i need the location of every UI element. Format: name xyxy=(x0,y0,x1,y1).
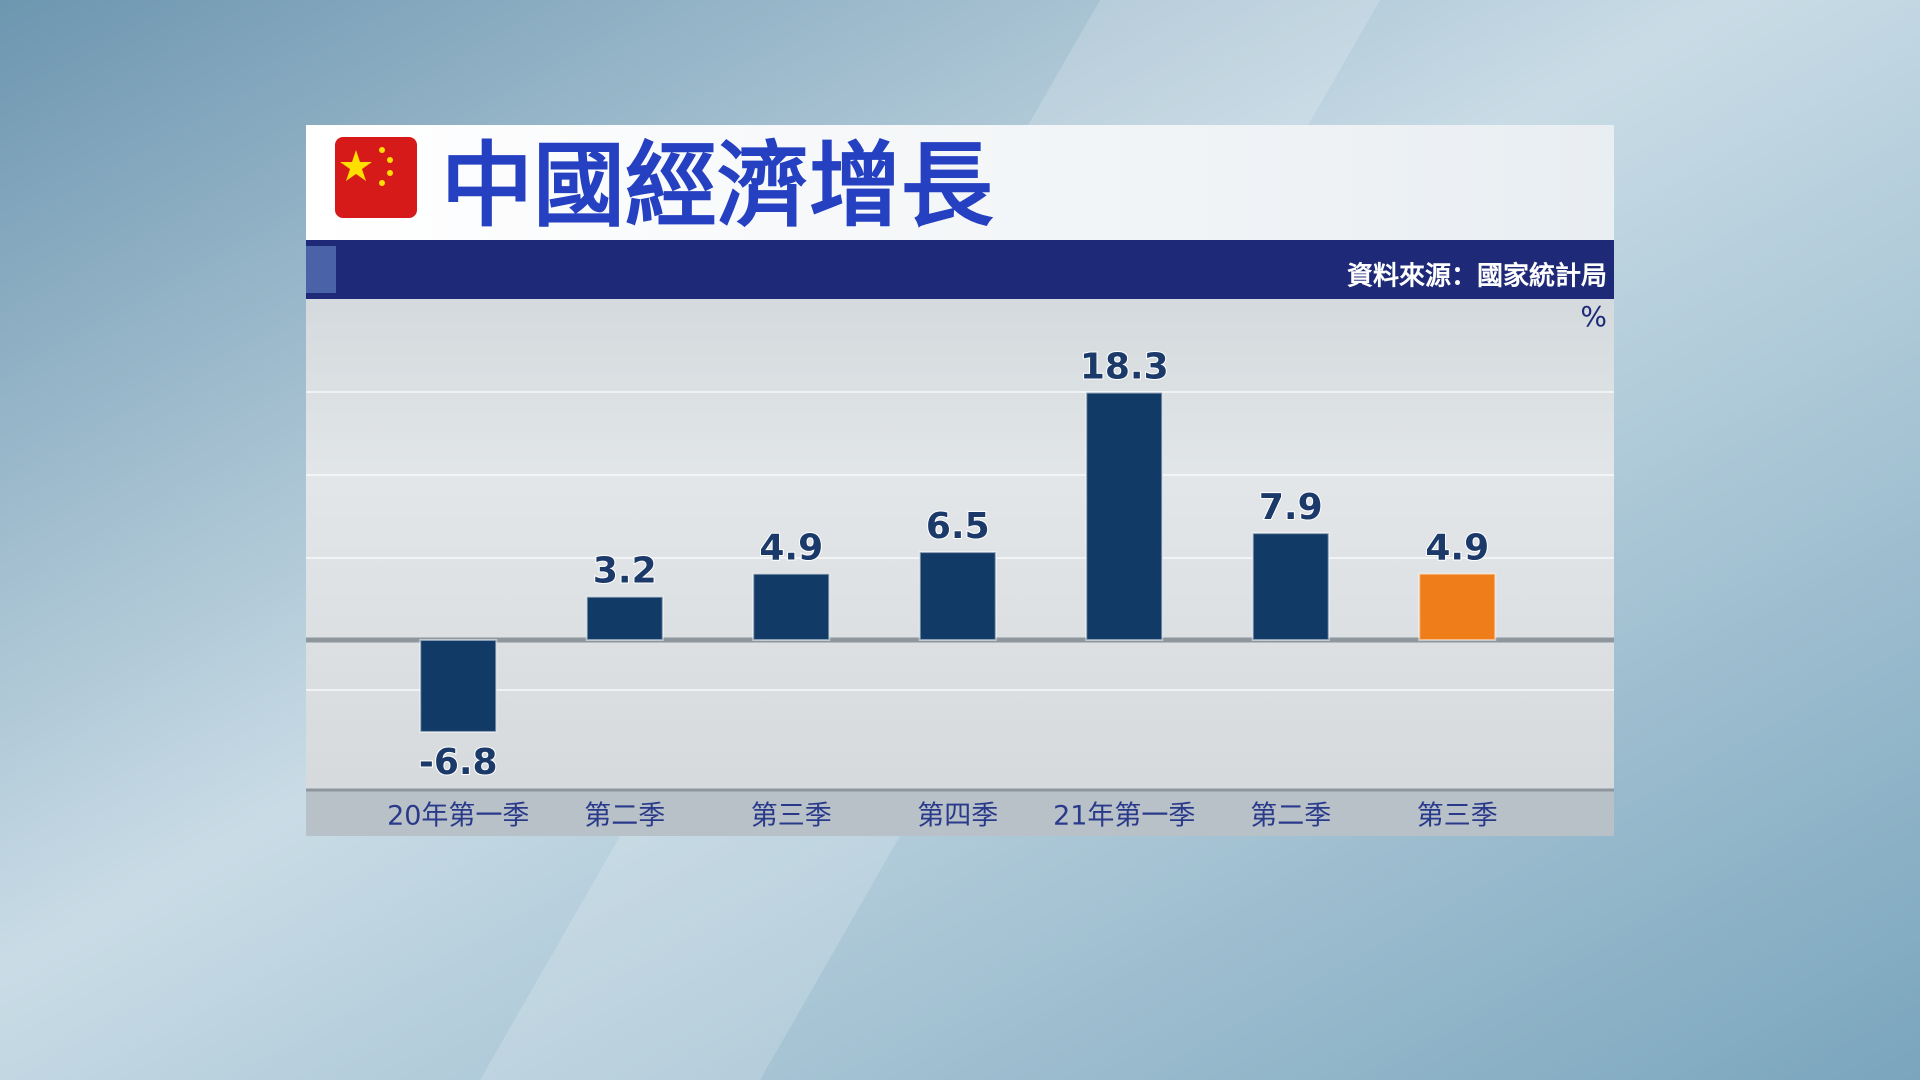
unit-label: % xyxy=(1580,300,1607,333)
x-tick-label: 第二季 xyxy=(1250,801,1331,832)
title-band xyxy=(306,125,1614,240)
x-tick-label: 第二季 xyxy=(584,801,665,832)
bar xyxy=(918,551,997,641)
bar xyxy=(1418,572,1497,641)
source-band xyxy=(306,240,1614,299)
bar xyxy=(1085,391,1164,641)
x-tick-label: 第三季 xyxy=(1417,801,1498,832)
guide-lines xyxy=(306,391,1614,691)
band-accent xyxy=(306,246,336,293)
bar xyxy=(752,572,831,641)
chart-title: 中國經濟增長 xyxy=(441,132,994,239)
value-label: 6.5 xyxy=(926,506,990,547)
x-tick-label: 20年第一季 xyxy=(387,801,529,832)
bar xyxy=(585,595,664,641)
value-label: 18.3 xyxy=(1080,347,1169,388)
value-label: 3.2 xyxy=(593,551,657,592)
x-tick-label: 第四季 xyxy=(917,801,998,832)
axis-band xyxy=(306,790,1614,836)
x-tick-label: 第三季 xyxy=(751,801,832,832)
bar xyxy=(419,638,498,733)
value-label: -6.8 xyxy=(419,742,498,783)
bar xyxy=(1251,532,1330,641)
value-label: 4.9 xyxy=(759,528,823,569)
value-label: 4.9 xyxy=(1425,528,1489,569)
flag xyxy=(331,133,421,222)
source: 資料來源：國家統計局 xyxy=(1347,261,1607,292)
value-label: 7.9 xyxy=(1259,487,1323,528)
x-tick-label: 21年第一季 xyxy=(1053,801,1195,832)
panel xyxy=(306,125,1614,836)
